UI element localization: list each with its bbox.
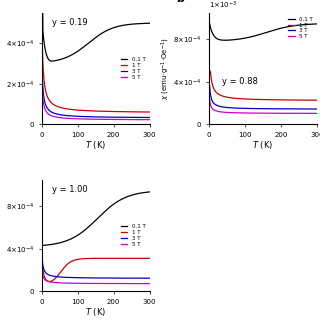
X-axis label: $T$ (K): $T$ (K) bbox=[252, 139, 273, 151]
X-axis label: $T$ (K): $T$ (K) bbox=[85, 139, 106, 151]
Legend: 0.1 T, 1 T, 3 T, 5 T: 0.1 T, 1 T, 3 T, 5 T bbox=[287, 16, 314, 40]
Y-axis label: $\chi$ (emu$\cdot$g$^{-1}$$\cdot$Oe$^{-1}$): $\chi$ (emu$\cdot$g$^{-1}$$\cdot$Oe$^{-1… bbox=[0, 204, 4, 267]
Text: 1$\times$10$^{-3}$: 1$\times$10$^{-3}$ bbox=[209, 0, 237, 11]
X-axis label: $T$ (K): $T$ (K) bbox=[85, 306, 106, 318]
Text: y = 0.88: y = 0.88 bbox=[222, 77, 258, 86]
Text: y = 0.19: y = 0.19 bbox=[52, 18, 88, 28]
Y-axis label: $\chi$ (emu$\cdot$g$^{-1}$$\cdot$Oe$^{-1}$): $\chi$ (emu$\cdot$g$^{-1}$$\cdot$Oe$^{-1… bbox=[159, 37, 172, 100]
Y-axis label: $\chi$ (emu$\cdot$g$^{-1}$$\cdot$Oe$^{-1}$): $\chi$ (emu$\cdot$g$^{-1}$$\cdot$Oe$^{-1… bbox=[0, 37, 4, 100]
Text: y = 1.00: y = 1.00 bbox=[52, 185, 88, 195]
Text: b: b bbox=[177, 0, 184, 4]
Legend: 0.1 T, 1 T, 3 T, 5 T: 0.1 T, 1 T, 3 T, 5 T bbox=[120, 223, 147, 248]
Legend: 0.1 T, 1 T, 3 T, 5 T: 0.1 T, 1 T, 3 T, 5 T bbox=[120, 56, 147, 81]
